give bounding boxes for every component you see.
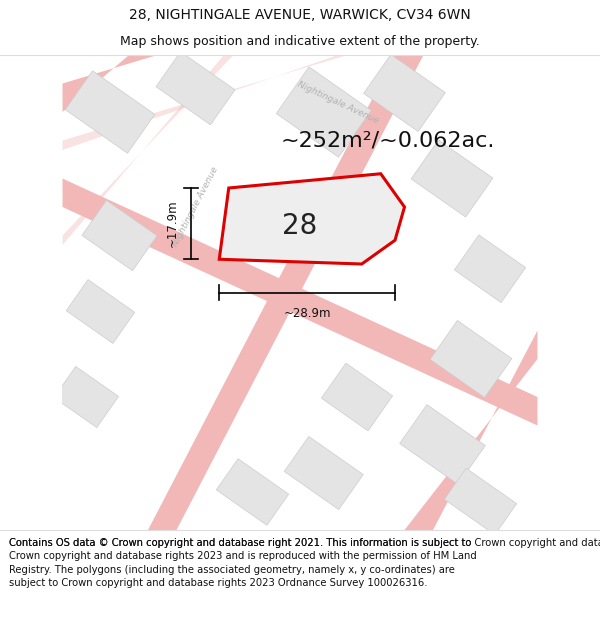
Polygon shape (219, 174, 404, 264)
Polygon shape (148, 55, 424, 530)
Polygon shape (276, 67, 371, 157)
Text: 28, NIGHTINGALE AVENUE, WARWICK, CV34 6WN: 28, NIGHTINGALE AVENUE, WARWICK, CV34 6W… (129, 8, 471, 22)
Polygon shape (62, 55, 347, 150)
Polygon shape (62, 55, 157, 112)
Text: 28: 28 (283, 212, 317, 240)
Polygon shape (445, 468, 517, 535)
Polygon shape (404, 331, 538, 530)
Polygon shape (62, 55, 538, 530)
Polygon shape (66, 279, 135, 343)
Text: Contains OS data © Crown copyright and database right 2021. This information is : Contains OS data © Crown copyright and d… (9, 538, 600, 548)
Polygon shape (284, 436, 363, 509)
Text: Nightingale Avenue: Nightingale Avenue (171, 166, 220, 248)
Text: Nightingale Avenue: Nightingale Avenue (296, 80, 380, 125)
Polygon shape (411, 140, 493, 217)
Polygon shape (156, 52, 235, 125)
Text: ~252m²/~0.062ac.: ~252m²/~0.062ac. (281, 131, 496, 151)
Polygon shape (364, 54, 445, 131)
Text: Contains OS data © Crown copyright and database right 2021. This information is : Contains OS data © Crown copyright and d… (9, 538, 477, 588)
Polygon shape (454, 235, 526, 302)
Polygon shape (82, 200, 157, 271)
Text: Map shows position and indicative extent of the property.: Map shows position and indicative extent… (120, 35, 480, 48)
Polygon shape (430, 321, 512, 398)
Text: ~28.9m: ~28.9m (283, 307, 331, 320)
Polygon shape (54, 366, 119, 428)
Polygon shape (217, 459, 289, 525)
Text: ~17.9m: ~17.9m (166, 200, 179, 248)
Polygon shape (62, 55, 233, 245)
Polygon shape (65, 71, 155, 153)
Polygon shape (322, 363, 392, 431)
Polygon shape (62, 179, 538, 426)
Polygon shape (400, 404, 485, 484)
